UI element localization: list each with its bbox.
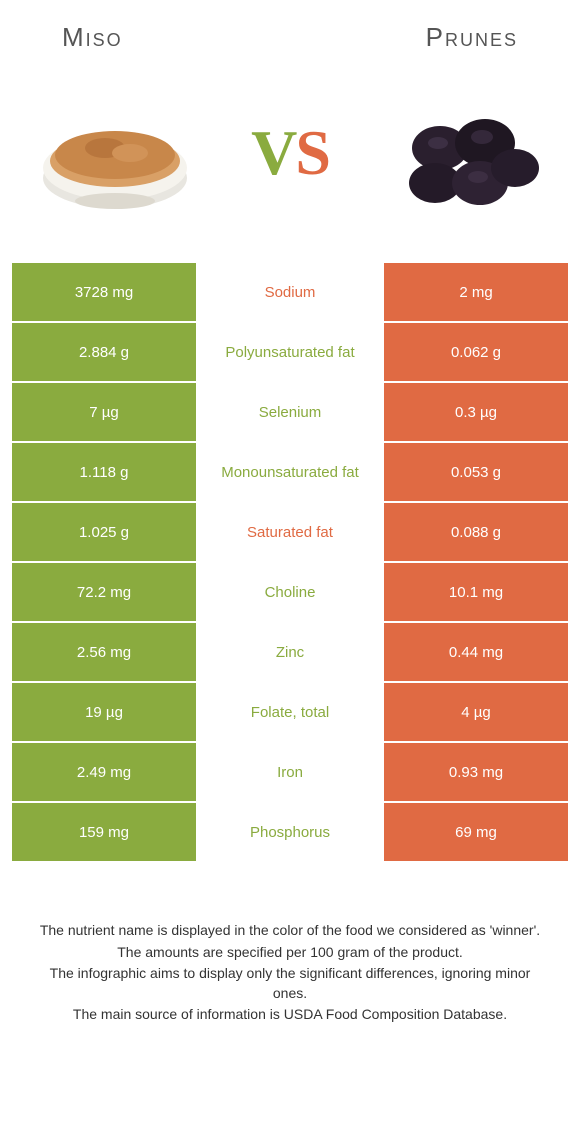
food-title-left: Miso [62,22,123,53]
value-right: 0.93 mg [384,743,568,801]
table-row: 159 mgPhosphorus69 mg [12,803,568,861]
header: Miso Prunes [12,12,568,73]
value-left: 2.56 mg [12,623,196,681]
nutrient-label: Choline [198,563,382,621]
footnotes: The nutrient name is displayed in the co… [12,861,568,1025]
footnote-line: The nutrient name is displayed in the co… [32,921,548,941]
vs-letter-s: S [295,117,329,188]
value-left: 1.025 g [12,503,196,561]
nutrient-label: Iron [198,743,382,801]
value-right: 0.3 µg [384,383,568,441]
vs-row: VS [12,73,568,263]
table-row: 2.56 mgZinc0.44 mg [12,623,568,681]
table-row: 7 µgSelenium0.3 µg [12,383,568,441]
miso-image [30,83,200,223]
table-row: 1.025 gSaturated fat0.088 g [12,503,568,561]
value-right: 4 µg [384,683,568,741]
table-row: 72.2 mgCholine10.1 mg [12,563,568,621]
value-right: 0.053 g [384,443,568,501]
value-right: 0.062 g [384,323,568,381]
food-title-right: Prunes [426,22,518,53]
table-row: 2.884 gPolyunsaturated fat0.062 g [12,323,568,381]
table-row: 1.118 gMonounsaturated fat0.053 g [12,443,568,501]
value-left: 19 µg [12,683,196,741]
value-left: 1.118 g [12,443,196,501]
value-left: 7 µg [12,383,196,441]
nutrient-label: Selenium [198,383,382,441]
value-left: 2.884 g [12,323,196,381]
footnote-line: The infographic aims to display only the… [32,964,548,1003]
footnote-line: The main source of information is USDA F… [32,1005,548,1025]
table-row: 3728 mgSodium2 mg [12,263,568,321]
value-left: 72.2 mg [12,563,196,621]
nutrient-label: Sodium [198,263,382,321]
nutrient-table: 3728 mgSodium2 mg2.884 gPolyunsaturated … [12,263,568,861]
nutrient-label: Phosphorus [198,803,382,861]
vs-letter-v: V [251,117,295,188]
infographic-container: Miso Prunes VS [0,0,580,1039]
nutrient-label: Saturated fat [198,503,382,561]
prunes-image [380,83,550,223]
value-right: 0.44 mg [384,623,568,681]
nutrient-label: Zinc [198,623,382,681]
value-left: 159 mg [12,803,196,861]
value-left: 3728 mg [12,263,196,321]
nutrient-label: Monounsaturated fat [198,443,382,501]
footnote-line: The amounts are specified per 100 gram o… [32,943,548,963]
value-right: 0.088 g [384,503,568,561]
value-right: 2 mg [384,263,568,321]
table-row: 2.49 mgIron0.93 mg [12,743,568,801]
nutrient-label: Polyunsaturated fat [198,323,382,381]
value-right: 10.1 mg [384,563,568,621]
nutrient-label: Folate, total [198,683,382,741]
table-row: 19 µgFolate, total4 µg [12,683,568,741]
value-left: 2.49 mg [12,743,196,801]
vs-label: VS [251,116,329,190]
value-right: 69 mg [384,803,568,861]
